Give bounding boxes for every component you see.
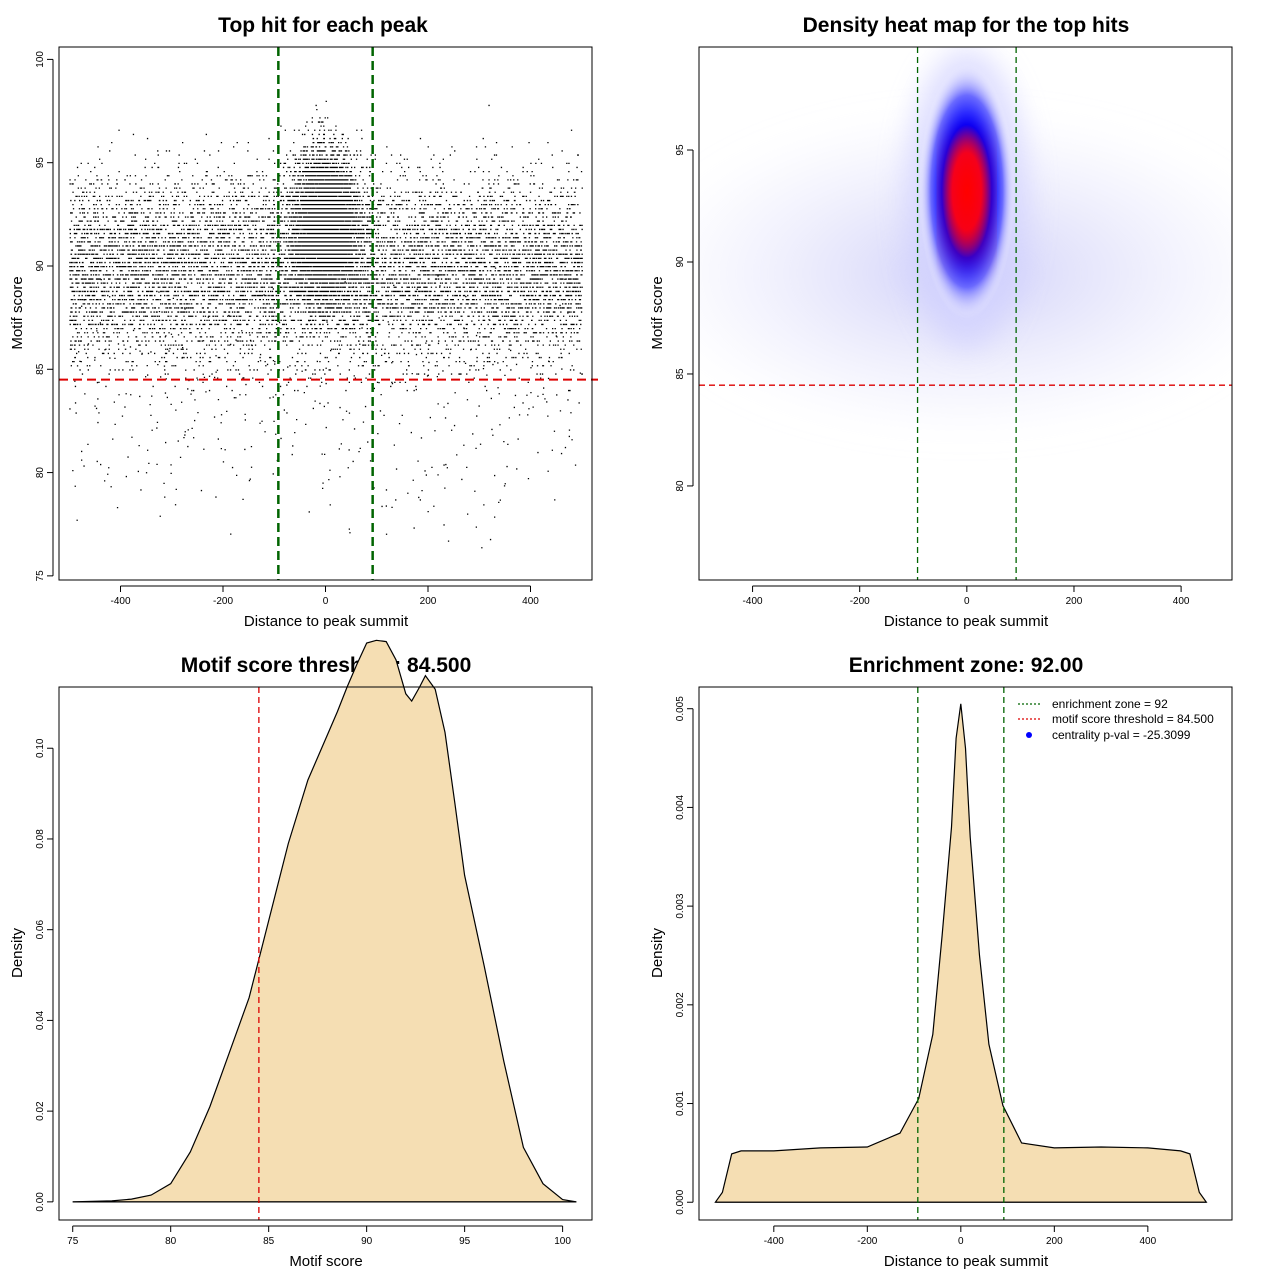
y-tick-label: 0.04	[35, 1010, 46, 1030]
scatter-points	[69, 100, 584, 549]
heatmap-density	[699, 47, 1232, 580]
legend-label-enrichment-zone: enrichment zone = 92	[1052, 697, 1168, 711]
y-axis: 0.000 0.001 0.002 0.003 0.004 0.005	[675, 696, 694, 1215]
panel-distance-density: Enrichment zone: 92.00 -400 -200 0 200 400 0…	[649, 654, 1233, 1270]
y-axis: 80 85 90 95	[675, 144, 694, 492]
y-tick-label: 75	[35, 570, 46, 582]
y-tick-label: 0.002	[675, 992, 686, 1017]
y-tick-label: 85	[35, 363, 46, 375]
y-tick-label: 90	[35, 260, 46, 272]
panel-title: Top hit for each peak	[218, 14, 428, 37]
legend-label-centrality: centrality p-val = -25.3099	[1052, 728, 1191, 742]
y-tick-label: 80	[675, 480, 686, 492]
y-axis-label: Motif score	[9, 276, 26, 349]
y-tick-label: 95	[675, 144, 686, 156]
x-tick-label: 0	[323, 596, 329, 607]
y-tick-label: 85	[675, 368, 686, 380]
x-axis-label: Distance to peak summit	[884, 613, 1049, 630]
panel-scatter: Top hit for each peak -400 -200 0 200 400 75…	[9, 14, 598, 630]
x-tick-label: 400	[1139, 1236, 1156, 1247]
x-axis: -400 -200 0 200 400	[743, 585, 1190, 607]
y-tick-label: 0.02	[35, 1101, 46, 1121]
legend: enrichment zone = 92 motif score thresho…	[1018, 697, 1214, 742]
panel-score-density: Motif score threshold: 84.500 75 80 85 90 95…	[9, 639, 593, 1270]
reference-lines	[699, 47, 1232, 580]
y-axis-label: Density	[9, 927, 26, 978]
x-tick-label: 85	[263, 1236, 275, 1247]
x-axis: 75 80 85 90 95 100	[67, 1225, 571, 1247]
x-tick-label: -400	[743, 596, 763, 607]
x-tick-label: 400	[1173, 596, 1190, 607]
y-axis: 75 80 85 90 95 100	[35, 51, 54, 582]
y-axis-label: Density	[649, 927, 666, 978]
x-axis: -400 -200 0 200 400	[110, 585, 539, 607]
scatter-dot-cloud	[69, 100, 584, 549]
y-tick-label: 80	[35, 467, 46, 479]
x-tick-label: -400	[110, 596, 130, 607]
x-tick-label: 200	[1066, 596, 1083, 607]
y-tick-label: 0.004	[675, 794, 686, 819]
x-tick-label: 0	[964, 596, 970, 607]
x-tick-label: 0	[958, 1236, 964, 1247]
panel-title: Density heat map for the top hits	[803, 14, 1130, 37]
x-tick-label: 95	[459, 1236, 471, 1247]
x-tick-label: -200	[213, 596, 233, 607]
x-tick-label: -200	[850, 596, 870, 607]
plot-frame	[698, 686, 1233, 1221]
x-tick-label: 90	[361, 1236, 373, 1247]
y-tick-label: 0.001	[675, 1091, 686, 1116]
y-tick-label: 0.10	[35, 738, 46, 758]
x-tick-label: 75	[67, 1236, 79, 1247]
legend-key-centrality-dot	[1026, 732, 1032, 738]
x-axis: -400 -200 0 200 400	[764, 1225, 1157, 1247]
x-tick-label: 100	[554, 1236, 571, 1247]
y-tick-label: 0.000	[675, 1189, 686, 1214]
y-tick-label: 100	[35, 51, 46, 68]
y-axis: 0.00 0.02 0.04 0.06 0.08 0.10	[35, 738, 54, 1212]
y-tick-label: 0.00	[35, 1192, 46, 1212]
plot-frame	[58, 46, 593, 581]
plot-frame	[698, 46, 1233, 581]
plot-frame	[58, 686, 593, 1221]
y-tick-label: 0.003	[675, 893, 686, 918]
density-area	[714, 703, 1208, 1203]
y-tick-label: 0.08	[35, 829, 46, 849]
panel-heatmap: Density heat map for the top hits -400 -2…	[649, 14, 1233, 630]
y-tick-label: 0.005	[675, 696, 686, 721]
y-tick-label: 90	[675, 256, 686, 268]
x-tick-label: 80	[165, 1236, 177, 1247]
panel-title: Motif score threshold: 84.500	[181, 654, 472, 677]
y-tick-label: 95	[35, 157, 46, 169]
x-tick-label: -400	[764, 1236, 784, 1247]
x-axis-label: Distance to peak summit	[884, 1253, 1049, 1270]
legend-label-threshold: motif score threshold = 84.500	[1052, 712, 1214, 726]
x-tick-label: 400	[522, 596, 539, 607]
y-tick-label: 0.06	[35, 920, 46, 940]
density-area	[72, 639, 577, 1203]
reference-lines	[917, 687, 1005, 1220]
x-tick-label: 200	[1046, 1236, 1063, 1247]
heatmap-core	[951, 137, 982, 262]
x-axis-label: Distance to peak summit	[244, 613, 409, 630]
y-axis-label: Motif score	[649, 276, 666, 349]
x-tick-label: -200	[857, 1236, 877, 1247]
panel-title: Enrichment zone: 92.00	[849, 654, 1084, 677]
reference-lines	[59, 47, 598, 580]
x-axis-label: Motif score	[289, 1253, 362, 1270]
x-tick-label: 200	[420, 596, 437, 607]
